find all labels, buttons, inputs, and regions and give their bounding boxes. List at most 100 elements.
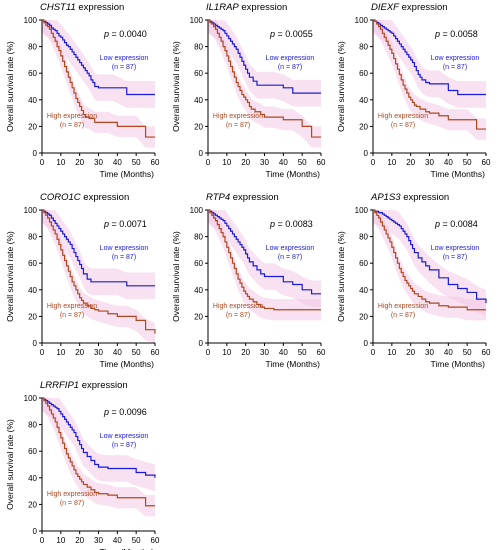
x-tick-label: 60 — [317, 158, 326, 167]
x-tick-label: 50 — [298, 348, 307, 357]
p-value-text: = 0.0040 — [109, 29, 147, 39]
y-tick-label: 20 — [194, 122, 203, 131]
y-tick-label: 20 — [28, 312, 37, 321]
survival-curve-high — [373, 19, 486, 130]
y-tick-label: 20 — [28, 122, 37, 131]
y-tick-label: 100 — [24, 206, 38, 215]
survival-curve-low — [208, 19, 321, 94]
high-expression-n: (n = 87) — [226, 122, 250, 129]
x-tick-label: 60 — [482, 158, 491, 167]
panel-title-gene: RTP4 — [206, 192, 230, 203]
low-expression-n: (n = 87) — [278, 254, 302, 261]
high-expression-n: (n = 87) — [391, 312, 415, 319]
ci-band-low — [208, 20, 321, 107]
panel-title: CORO1C expression — [40, 192, 129, 203]
p-value-text: = 0.0055 — [275, 29, 313, 39]
y-axis-label: Overall survival rate (%) — [5, 231, 15, 322]
panel-title: IL1RAP expression — [206, 2, 287, 13]
high-expression-n: (n = 87) — [60, 312, 84, 319]
km-panel-ap1s3: AP1S3 expression 0 20 40 60 80 100 0 10 20 30 40 50 6… — [336, 192, 491, 369]
panel-title: AP1S3 expression — [370, 192, 449, 203]
panel-title-gene: IL1RAP — [206, 2, 239, 13]
x-tick-label: 40 — [113, 348, 122, 357]
x-tick-label: 50 — [132, 536, 141, 545]
low-expression-label: Low expression — [431, 55, 480, 62]
low-expression-n: (n = 87) — [112, 64, 136, 71]
ci-band-low — [373, 20, 486, 108]
ci-band-low — [42, 210, 155, 300]
y-tick-label: 0 — [364, 149, 369, 158]
y-tick-label: 0 — [364, 339, 369, 348]
p-symbol: p — [103, 407, 109, 417]
y-tick-label: 60 — [194, 69, 203, 78]
panel-title-suffix: expression — [399, 2, 448, 13]
x-tick-label: 20 — [75, 158, 84, 167]
x-tick-label: 40 — [444, 158, 453, 167]
x-axis-label: Time (Months) — [100, 169, 155, 179]
ci-band-low — [42, 398, 155, 492]
y-tick-label: 60 — [194, 259, 203, 268]
p-value-text: = 0.0096 — [109, 407, 147, 417]
panel-title-suffix: expression — [401, 192, 450, 203]
x-tick-label: 30 — [94, 348, 103, 357]
y-tick-label: 80 — [359, 43, 368, 52]
x-tick-label: 50 — [463, 348, 472, 357]
p-value-text: = 0.0071 — [109, 219, 147, 229]
high-expression-label: High expression — [47, 491, 97, 498]
p-symbol: p — [434, 219, 440, 229]
ci-band-high — [42, 210, 155, 343]
y-tick-label: 40 — [194, 96, 203, 105]
high-expression-label: High expression — [378, 113, 428, 120]
survival-curve-high — [42, 19, 155, 138]
x-tick-label: 60 — [482, 348, 491, 357]
x-tick-label: 30 — [260, 158, 269, 167]
panel-title-suffix: expression — [239, 2, 288, 13]
x-tick-label: 50 — [298, 158, 307, 167]
y-axis-label: Overall survival rate (%) — [5, 41, 15, 132]
y-axis-label: Overall survival rate (%) — [171, 41, 181, 132]
high-expression-n: (n = 87) — [60, 500, 84, 507]
x-tick-label: 10 — [387, 158, 396, 167]
high-expression-label: High expression — [213, 113, 263, 120]
km-panel-diexf: DIEXF expression 0 20 40 60 80 100 0 10 20 30 40 50 6… — [336, 2, 491, 179]
low-expression-n: (n = 87) — [443, 254, 467, 261]
low-expression-label: Low expression — [100, 55, 149, 62]
low-expression-label: Low expression — [100, 433, 149, 440]
y-tick-label: 40 — [28, 286, 37, 295]
ci-band-low — [42, 20, 155, 108]
x-tick-label: 60 — [317, 348, 326, 357]
p-symbol: p — [269, 219, 275, 229]
x-tick-label: 20 — [75, 348, 84, 357]
panel-title-suffix: expression — [81, 192, 130, 203]
low-expression-label: Low expression — [100, 245, 149, 252]
panel-title-gene: LRRFIP1 — [40, 380, 79, 391]
p-value-text: = 0.0083 — [275, 219, 313, 229]
y-axis-label: Overall survival rate (%) — [336, 231, 346, 322]
y-tick-label: 40 — [28, 474, 37, 483]
survival-curve-low — [373, 19, 486, 96]
high-expression-n: (n = 87) — [226, 312, 250, 319]
panel-title-suffix: expression — [230, 192, 279, 203]
p-value: p = 0.0055 — [269, 29, 313, 39]
x-tick-label: 50 — [132, 348, 141, 357]
high-expression-n: (n = 87) — [60, 122, 84, 129]
y-tick-label: 40 — [359, 286, 368, 295]
km-panel-rtp4: RTP4 expression 0 20 40 60 80 100 0 10 20 30 40 50 60… — [171, 192, 326, 369]
x-axis-label: Time (Months) — [431, 169, 486, 179]
x-tick-label: 30 — [94, 158, 103, 167]
p-value: p = 0.0096 — [103, 407, 147, 417]
x-tick-label: 40 — [113, 158, 122, 167]
low-expression-label: Low expression — [266, 245, 315, 252]
survival-curve-high — [208, 19, 321, 138]
panel-title: RTP4 expression — [206, 192, 279, 203]
panel-title-suffix: expression — [76, 2, 125, 13]
x-tick-label: 60 — [151, 158, 160, 167]
survival-curve-low — [42, 397, 156, 478]
x-tick-label: 0 — [40, 536, 45, 545]
p-value-text: = 0.0058 — [440, 29, 478, 39]
survival-curve-low — [42, 19, 155, 96]
y-tick-label: 0 — [199, 149, 204, 158]
x-tick-label: 10 — [56, 158, 65, 167]
y-tick-label: 100 — [190, 206, 204, 215]
